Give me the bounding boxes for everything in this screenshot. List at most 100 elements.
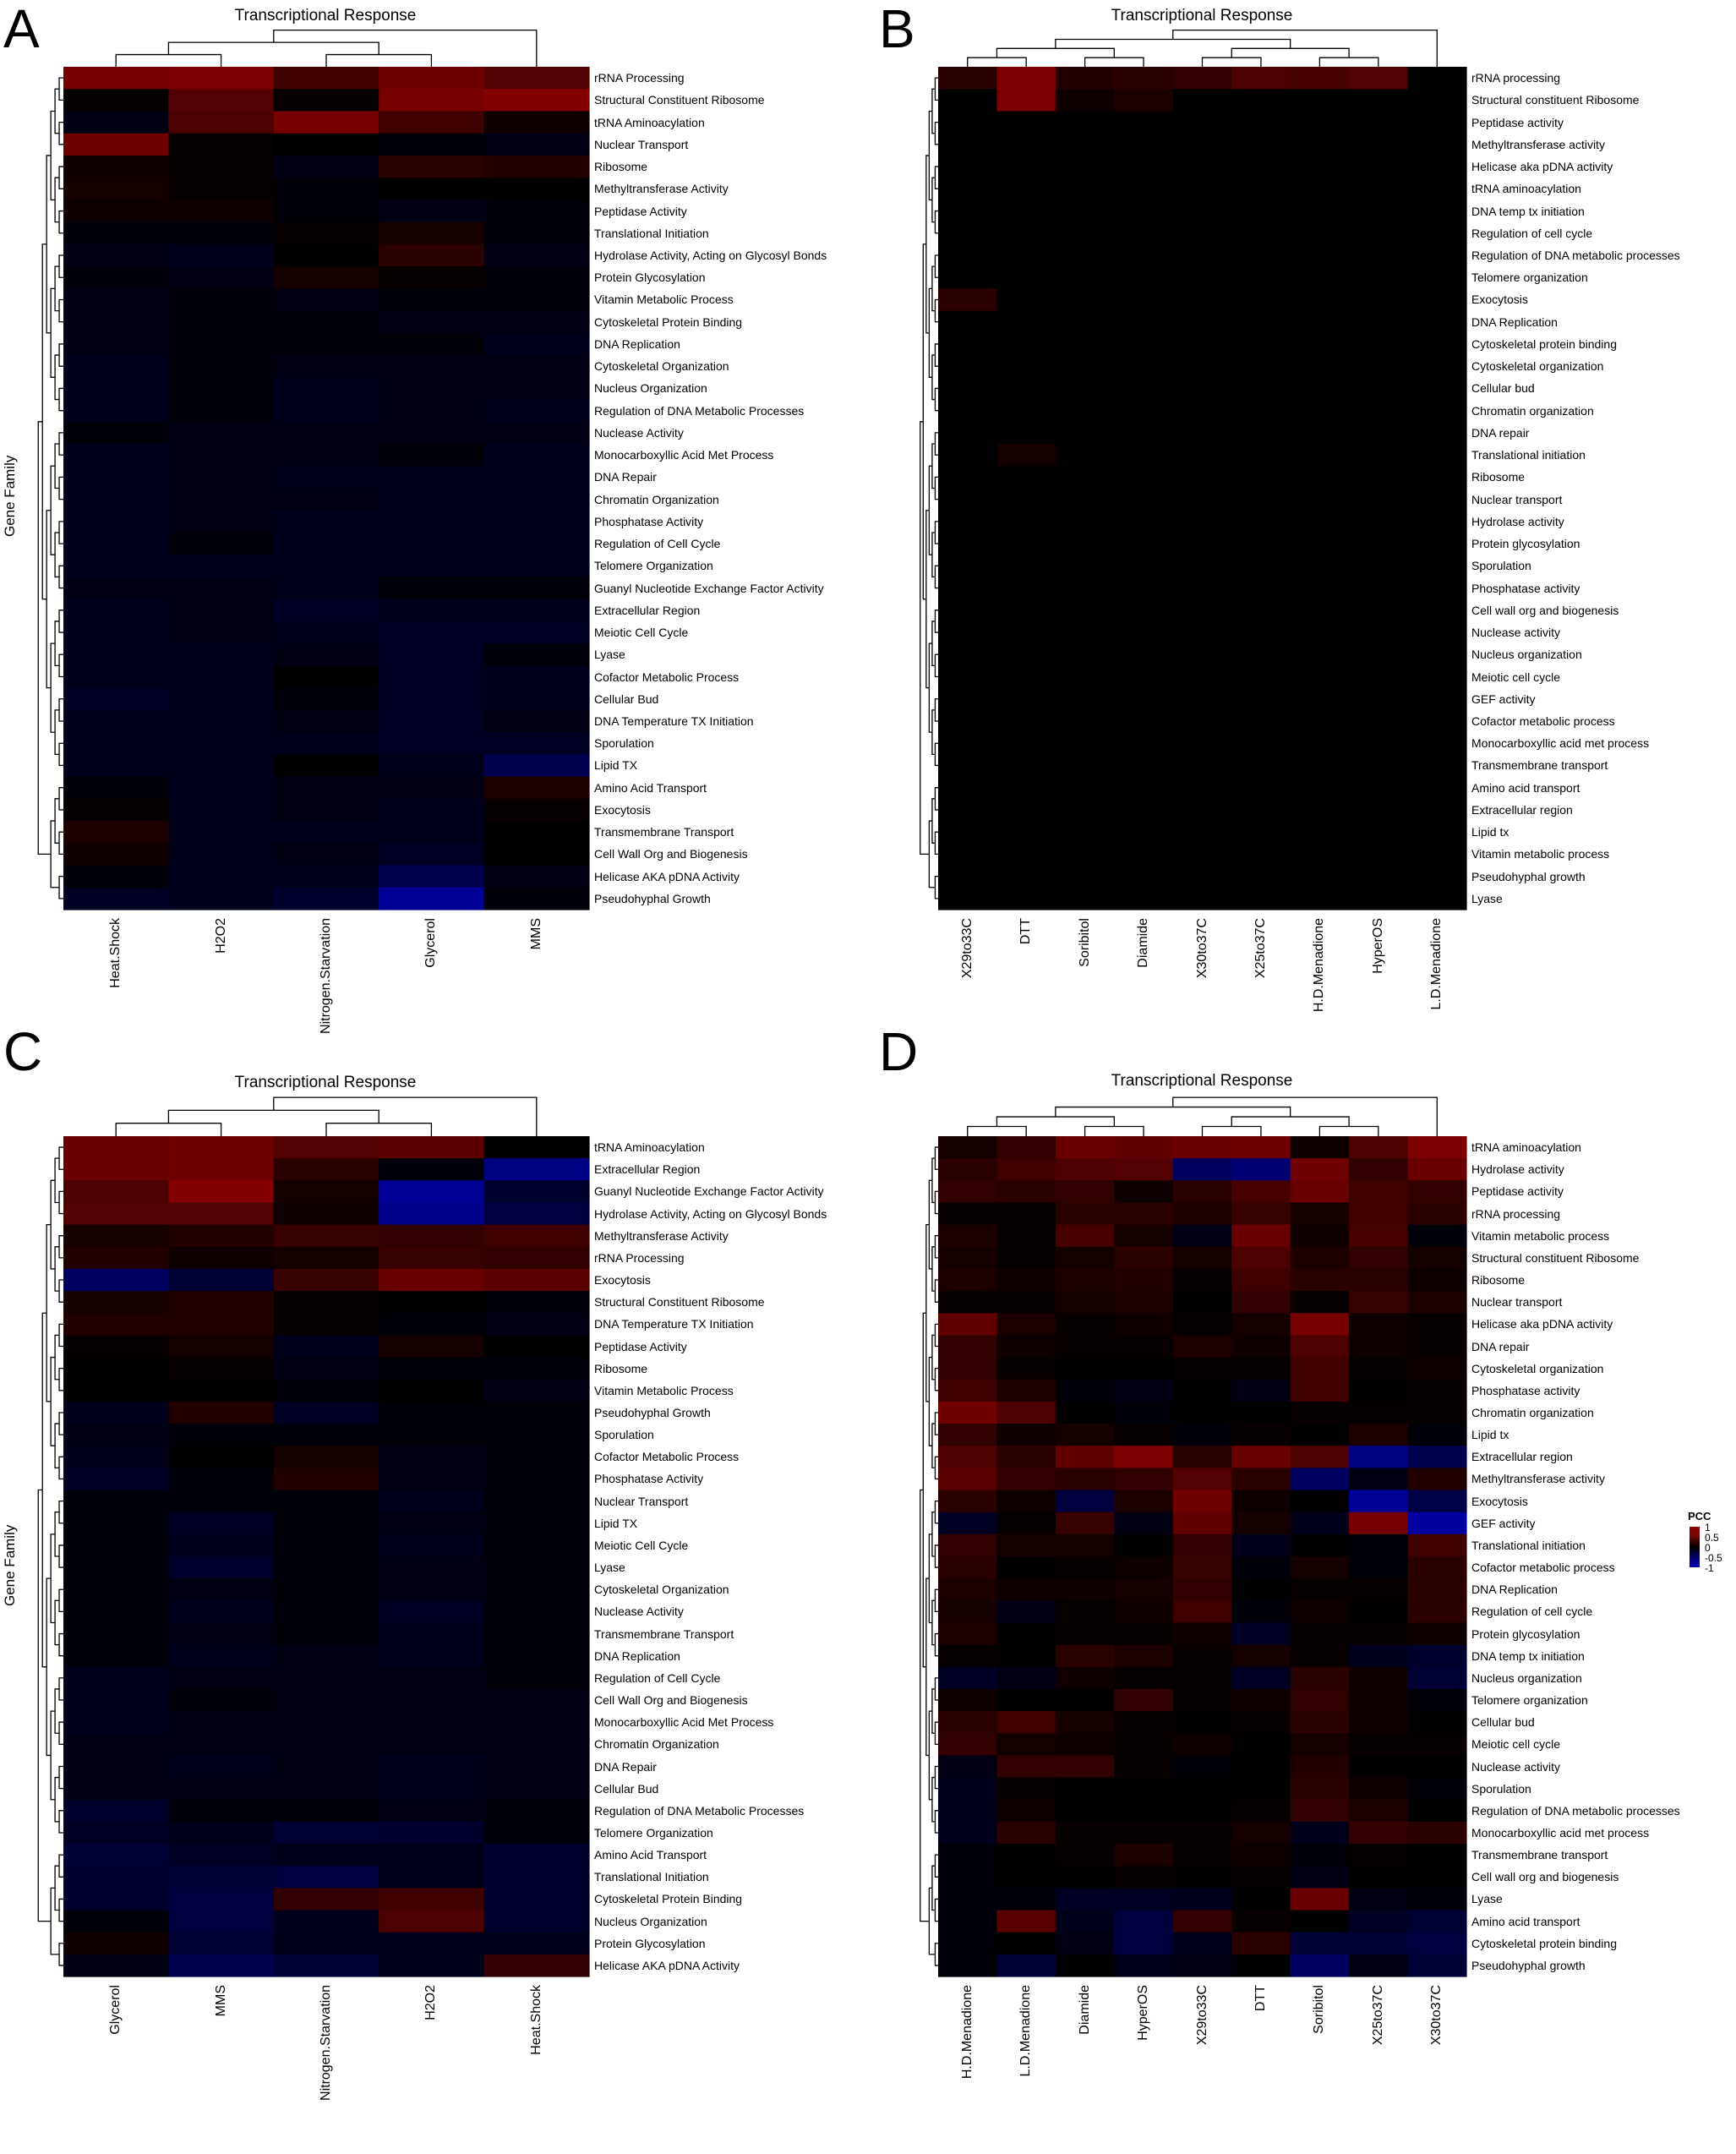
heatmap-cell (996, 1777, 1056, 1801)
heatmap-cell (996, 466, 1056, 489)
heatmap-cell (273, 1313, 379, 1337)
heatmap-cell (1172, 1733, 1232, 1757)
heatmap-grid (938, 1136, 1467, 1977)
row-label: Telomere Organization (594, 1825, 713, 1840)
heatmap-cell (168, 1136, 275, 1159)
heatmap-cell (168, 1401, 275, 1424)
heatmap-cell (63, 178, 169, 201)
heatmap-cell (1172, 332, 1232, 356)
heatmap-cell (1407, 532, 1467, 555)
heatmap-cell (1231, 687, 1291, 711)
heatmap-cell (483, 821, 590, 844)
heatmap-cell (996, 399, 1056, 423)
heatmap-cell (168, 1733, 275, 1757)
heatmap-cell (273, 1755, 379, 1779)
heatmap-cell (379, 1357, 485, 1380)
heatmap-cell (1231, 1468, 1291, 1491)
heatmap-cell (1055, 687, 1115, 711)
heatmap-cell (1349, 687, 1409, 711)
column-label: Soribitol (1077, 918, 1092, 967)
heatmap-cell (1349, 1335, 1409, 1359)
heatmap-cell (996, 510, 1056, 533)
heatmap-cell (1172, 1666, 1232, 1690)
row-label: Hydrolase Activity, Acting on Glycosyl B… (594, 249, 827, 262)
heatmap-cell (273, 1600, 379, 1624)
row-label: Cytoskeletal organization (1471, 359, 1604, 374)
heatmap-cell (1290, 1533, 1350, 1557)
heatmap-cell (1231, 709, 1291, 733)
heatmap-cell (938, 377, 998, 401)
heatmap-cell (63, 687, 169, 711)
heatmap-cell (168, 243, 275, 267)
heatmap-cell (1172, 444, 1232, 467)
heatmap-cell (1290, 1424, 1350, 1446)
row-label: Chromatin organization (1471, 1405, 1594, 1419)
heatmap-cell (1231, 1136, 1291, 1159)
heatmap-cell (1231, 1357, 1291, 1380)
heatmap-cell (1290, 1202, 1350, 1226)
heatmap-cell (1172, 1224, 1232, 1248)
heatmap-cell (996, 555, 1056, 578)
heatmap-cell (1231, 1821, 1291, 1845)
heatmap-cell (938, 444, 998, 467)
heatmap-cell (1055, 1777, 1115, 1801)
row-label: Translational initiation (1471, 1538, 1586, 1552)
heatmap-cell (938, 1357, 998, 1380)
heatmap-cell (483, 1888, 590, 1911)
heatmap-cell (1349, 1600, 1409, 1624)
heatmap-cell (1290, 1666, 1350, 1690)
heatmap-cell (1349, 444, 1409, 467)
heatmap-cell (1349, 421, 1409, 445)
heatmap-cell (938, 1446, 998, 1468)
heatmap-cell (1231, 377, 1291, 401)
heatmap-cell (63, 1888, 169, 1911)
heatmap-cell (273, 200, 379, 223)
heatmap-cell (996, 843, 1056, 867)
heatmap-cell (996, 1268, 1056, 1292)
heatmap-cell (1290, 709, 1350, 733)
heatmap-cell (483, 1357, 590, 1380)
heatmap-cell (1349, 111, 1409, 134)
heatmap-cell (1172, 1578, 1232, 1601)
heatmap-cell (996, 1202, 1056, 1226)
heatmap-cell (996, 1644, 1056, 1668)
heatmap-cell (273, 421, 379, 445)
heatmap-cell (1290, 865, 1350, 888)
heatmap-cell (1114, 1246, 1174, 1270)
heatmap-cell (1114, 1622, 1174, 1646)
row-label: Vitamin metabolic process (1471, 847, 1610, 861)
heatmap-cell (1114, 665, 1174, 689)
heatmap-cell (938, 709, 998, 733)
row-label: Regulation of DNA Metabolic Processes (594, 1803, 805, 1818)
heatmap-cell (1407, 1600, 1467, 1624)
heatmap-cell (1290, 621, 1350, 644)
heatmap-cell (996, 621, 1056, 644)
heatmap-cell (168, 1379, 275, 1402)
heatmap-cell (1290, 555, 1350, 578)
row-label: Sporulation (594, 736, 654, 751)
heatmap-cell (168, 510, 275, 533)
heatmap-cell (1055, 243, 1115, 267)
heatmap-cell (996, 488, 1056, 511)
heatmap-cell (63, 377, 169, 401)
heatmap-cell (1172, 133, 1232, 156)
row-label: Methyltransferase Activity (594, 1228, 729, 1243)
heatmap-cell (1172, 1954, 1232, 1977)
heatmap-cell (273, 111, 379, 134)
heatmap-cell (996, 155, 1056, 178)
heatmap-cell (938, 243, 998, 267)
heatmap-cell (1172, 1180, 1232, 1204)
column-dendrogram (967, 1096, 1438, 1136)
heatmap-cell (483, 89, 590, 112)
row-dendrogram (920, 1146, 938, 1966)
heatmap-cell (63, 1866, 169, 1889)
heatmap-cell (379, 1246, 485, 1270)
heatmap-cell (1055, 1688, 1115, 1712)
heatmap-cell (1172, 577, 1232, 600)
heatmap-cell (273, 355, 379, 378)
heatmap-cell (379, 1379, 485, 1402)
heatmap-cell (1172, 555, 1232, 578)
heatmap-cell (1172, 1512, 1232, 1535)
heatmap-cell (168, 1202, 275, 1226)
heatmap-cell (168, 1954, 275, 1977)
